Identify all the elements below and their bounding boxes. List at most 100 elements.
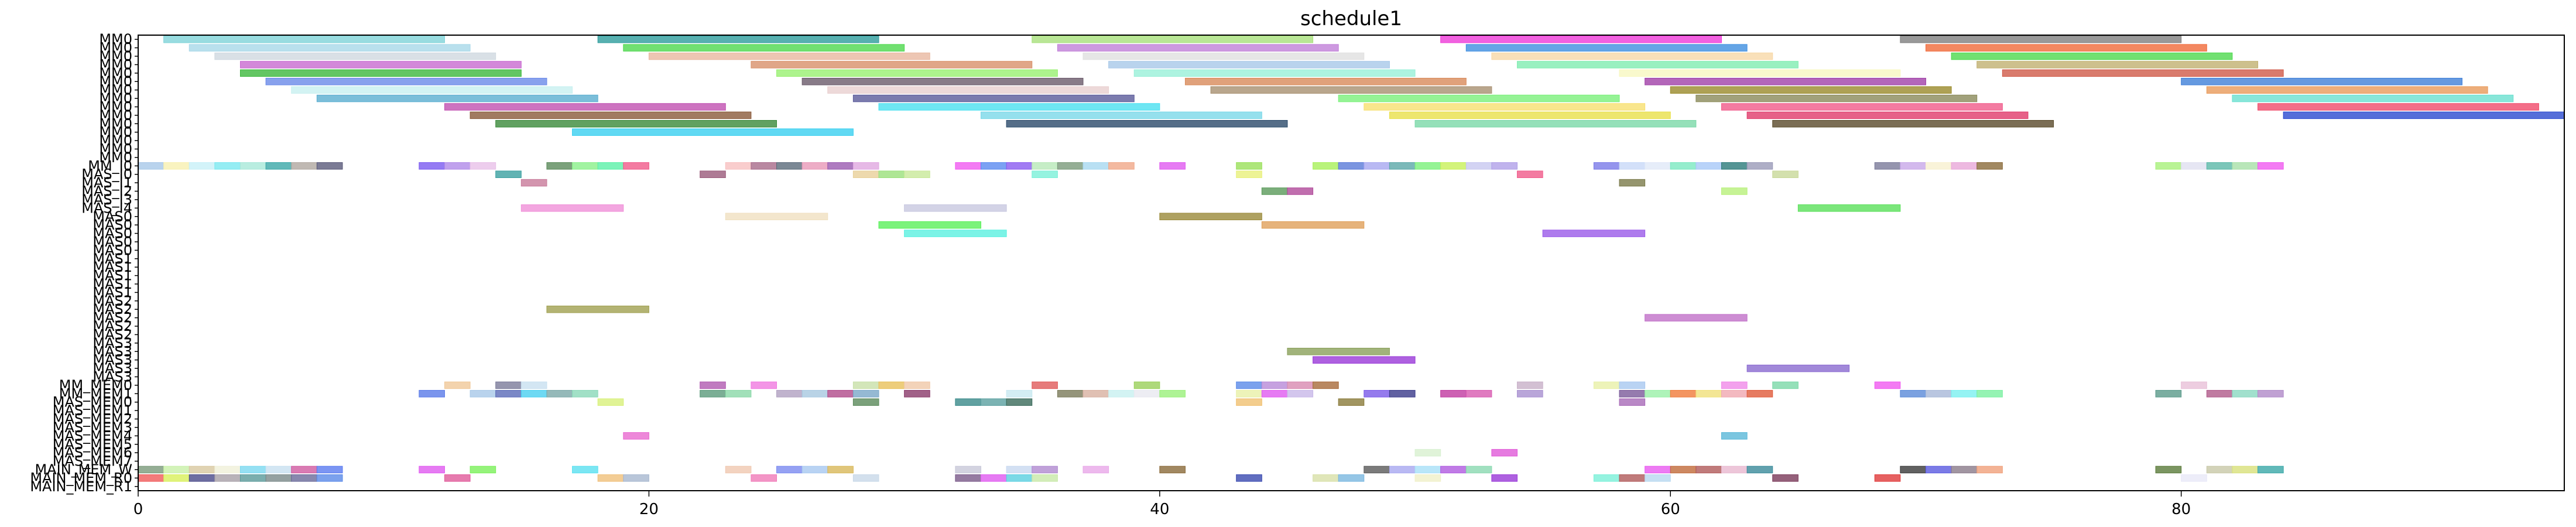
y-label-23: MAS0 bbox=[93, 225, 132, 242]
gantt-bar-228 bbox=[1006, 466, 1033, 474]
y-label-16: MAS_I0 bbox=[81, 166, 132, 183]
y-label-1: MM0 bbox=[99, 40, 132, 56]
y-label-10: MM0 bbox=[99, 115, 132, 132]
gantt-bar-93 bbox=[1593, 162, 1620, 170]
gantt-bar-23 bbox=[1619, 69, 1901, 77]
gantt-bar-58 bbox=[214, 162, 241, 170]
gantt-bar-154 bbox=[1619, 381, 1646, 389]
gantt-bar-1 bbox=[597, 35, 879, 43]
gantt-bar-14 bbox=[1951, 52, 2233, 60]
y-label-20: MAS_I4 bbox=[81, 200, 132, 216]
gantt-bar-229 bbox=[1032, 466, 1058, 474]
x-tick-label-3: 60 bbox=[1661, 501, 1680, 518]
gantt-bar-171 bbox=[904, 390, 930, 398]
gantt-bar-163 bbox=[546, 390, 573, 398]
x-tick-label-1: 20 bbox=[639, 501, 659, 518]
gantt-bar-224 bbox=[776, 466, 803, 474]
gantt-bar-108 bbox=[2232, 162, 2259, 170]
gantt-bar-32 bbox=[1210, 86, 1492, 94]
gantt-bar-18 bbox=[1517, 61, 1799, 69]
gantt-bar-103 bbox=[1951, 162, 1978, 170]
gantt-bar-164 bbox=[572, 390, 598, 398]
gantt-bar-194 bbox=[1951, 390, 1978, 398]
gantt-bar-185 bbox=[1517, 390, 1543, 398]
gantt-bar-178 bbox=[1236, 390, 1262, 398]
y-label-33: MAS2 bbox=[93, 310, 132, 326]
gantt-bar-165 bbox=[700, 390, 726, 398]
gantt-bar-153 bbox=[1593, 381, 1620, 389]
gantt-bar-148 bbox=[1236, 381, 1262, 389]
gantt-bar-59 bbox=[239, 162, 266, 170]
y-label-46: MAS_MEM3 bbox=[53, 419, 132, 436]
gantt-bar-29 bbox=[2181, 77, 2463, 85]
gantt-bar-264 bbox=[980, 474, 1007, 482]
gantt-bar-127 bbox=[725, 213, 828, 221]
gantt-bar-53 bbox=[1772, 120, 2054, 128]
gantt-bar-243 bbox=[1925, 466, 1952, 474]
gantt-bar-72 bbox=[776, 162, 803, 170]
gantt-bar-33 bbox=[1670, 86, 1952, 94]
gantt-bar-28 bbox=[1645, 77, 1926, 85]
gantt-bar-193 bbox=[1925, 390, 1952, 398]
gantt-bar-115 bbox=[1032, 170, 1058, 178]
gantt-bar-198 bbox=[2232, 390, 2259, 398]
gantt-bar-244 bbox=[1951, 466, 1978, 474]
gantt-bar-140 bbox=[520, 381, 547, 389]
gantt-bar-66 bbox=[546, 162, 573, 170]
gantt-bar-4 bbox=[1900, 35, 2182, 43]
y-label-43: MAS_MEM0 bbox=[53, 394, 132, 410]
gantt-bar-223 bbox=[725, 466, 752, 474]
x-tick-label-0: 0 bbox=[133, 501, 143, 518]
gantt-bar-86 bbox=[1338, 162, 1365, 170]
gantt-bar-67 bbox=[572, 162, 598, 170]
gantt-bar-270 bbox=[1414, 474, 1441, 482]
y-label-35: MAS2 bbox=[93, 326, 132, 343]
gantt-bar-237 bbox=[1645, 466, 1671, 474]
y-label-2: MM0 bbox=[99, 48, 132, 64]
gantt-bar-196 bbox=[2155, 390, 2182, 398]
gantt-bar-258 bbox=[444, 474, 471, 482]
gantt-bar-136 bbox=[1313, 356, 1416, 364]
gantt-bar-151 bbox=[1313, 381, 1339, 389]
gantt-bar-85 bbox=[1313, 162, 1339, 170]
gantt-bar-19 bbox=[1976, 61, 2259, 69]
gantt-bar-230 bbox=[1083, 466, 1109, 474]
gantt-bar-131 bbox=[904, 230, 1007, 237]
gantt-bar-176 bbox=[1133, 390, 1160, 398]
gantt-bar-56 bbox=[163, 162, 190, 170]
gantt-bar-0 bbox=[163, 35, 445, 43]
gantt-bar-172 bbox=[1006, 390, 1033, 398]
y-label-5: MM0 bbox=[99, 73, 132, 90]
gantt-bar-221 bbox=[470, 466, 496, 474]
gantt-bar-79 bbox=[1032, 162, 1058, 170]
gantt-bar-137 bbox=[1746, 364, 1850, 372]
y-label-27: MAS1 bbox=[93, 259, 132, 275]
gantt-bar-232 bbox=[1364, 466, 1390, 474]
gantt-bar-247 bbox=[2206, 466, 2233, 474]
gantt-bar-215 bbox=[214, 466, 241, 474]
gantt-bar-201 bbox=[852, 398, 879, 406]
y-label-34: MAS2 bbox=[93, 318, 132, 334]
gantt-bar-43 bbox=[1721, 103, 2003, 111]
gantt-bar-214 bbox=[189, 466, 215, 474]
gantt-bar-76 bbox=[955, 162, 981, 170]
gantt-bar-170 bbox=[852, 390, 879, 398]
gantt-bar-246 bbox=[2155, 466, 2182, 474]
x-axis: 0 20 40 60 80 bbox=[133, 491, 2191, 518]
gantt-bar-231 bbox=[1159, 466, 1186, 474]
y-label-7: MM0 bbox=[99, 90, 132, 107]
gantt-bar-38 bbox=[1695, 94, 1978, 102]
gantt-bar-192 bbox=[1900, 390, 1926, 398]
gantt-bar-37 bbox=[1338, 94, 1620, 102]
gantt-bar-10 bbox=[214, 52, 496, 60]
gantt-bar-276 bbox=[1874, 474, 1901, 482]
gantt-bar-39 bbox=[2232, 94, 2514, 102]
y-label-53: MAIN_MEM_R1 bbox=[30, 478, 132, 495]
gantt-bar-248 bbox=[2232, 466, 2259, 474]
y-label-44: MAS_MEM1 bbox=[53, 402, 132, 419]
gantt-bar-199 bbox=[2258, 390, 2284, 398]
gantt-bar-130 bbox=[1261, 221, 1365, 229]
y-label-15: MM_I0 bbox=[88, 158, 132, 174]
gantt-bar-149 bbox=[1261, 381, 1288, 389]
gantt-bar-152 bbox=[1517, 381, 1543, 389]
